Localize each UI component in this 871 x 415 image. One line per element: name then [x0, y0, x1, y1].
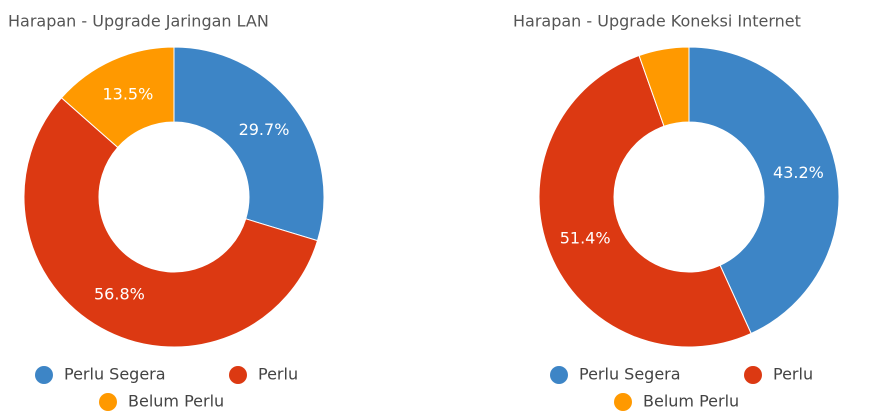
- donut-slice: [538, 54, 752, 348]
- legend-marker: [229, 366, 247, 384]
- chart-title: Harapan - Upgrade Koneksi Internet: [513, 12, 801, 31]
- donut-slice: [688, 46, 840, 335]
- donut-slice: [173, 46, 325, 242]
- slice-label: 51.4%: [560, 228, 611, 247]
- slice-label: 13.5%: [102, 84, 153, 103]
- legend-label: Perlu Segera: [579, 365, 681, 384]
- legend-label: Belum Perlu: [643, 392, 739, 411]
- legend-marker: [35, 366, 53, 384]
- slice-label: 43.2%: [773, 163, 824, 182]
- legend-label: Belum Perlu: [128, 392, 224, 411]
- donut-chart: Harapan - Upgrade Jaringan LAN 29.7% 56.8%…: [8, 12, 325, 411]
- donut-chart: Harapan - Upgrade Koneksi Internet 43.2% 5…: [513, 12, 840, 411]
- slice-label: 29.7%: [239, 120, 290, 139]
- legend-marker: [614, 393, 632, 411]
- donut-slice: [60, 46, 175, 149]
- legend-label: Perlu Segera: [64, 365, 166, 384]
- chart-title: Harapan - Upgrade Jaringan LAN: [8, 12, 269, 31]
- slice-label: 56.8%: [94, 284, 145, 303]
- legend-marker: [744, 366, 762, 384]
- legend-label: Perlu: [773, 365, 813, 384]
- legend-label: Perlu: [258, 365, 298, 384]
- legend-marker: [99, 393, 117, 411]
- donut-slice: [23, 97, 319, 348]
- legend-marker: [550, 366, 568, 384]
- donut-slice: [638, 46, 690, 127]
